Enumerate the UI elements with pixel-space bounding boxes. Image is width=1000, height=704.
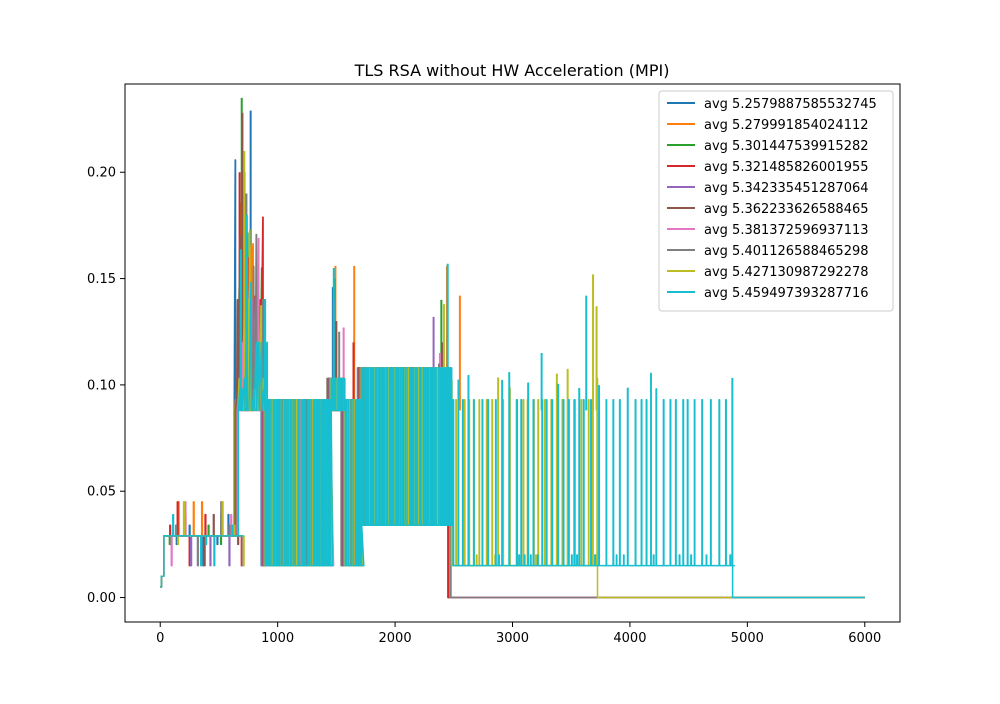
- y-tick-label: 0.05: [87, 485, 116, 500]
- legend-label: avg 5.301447539915282: [704, 139, 869, 154]
- legend-entry: avg 5.381372596937113: [667, 223, 869, 238]
- legend-entry: avg 5.279991854024112: [667, 118, 869, 133]
- legend-label: avg 5.342335451287064: [704, 181, 869, 196]
- y-tick-label: 0.00: [87, 591, 116, 606]
- legend-entry: avg 5.321485826001955: [667, 160, 869, 175]
- legend-label: avg 5.427130987292278: [704, 265, 869, 280]
- legend: avg 5.2579887585532745 avg 5.279991854024…: [658, 90, 894, 312]
- chart-title: TLS RSA without HW Acceleration (MPI): [354, 61, 670, 80]
- legend-label: avg 5.321485826001955: [704, 160, 869, 175]
- legend-label: avg 5.459497393287716: [704, 286, 869, 301]
- legend-label: avg 5.2579887585532745: [704, 97, 877, 112]
- legend-entry: avg 5.427130987292278: [667, 265, 869, 280]
- legend-entry: avg 5.2579887585532745: [667, 97, 877, 112]
- legend-label: avg 5.401126588465298: [704, 244, 869, 259]
- series-10: [160, 214, 865, 599]
- x-tick-label: 1000: [261, 631, 294, 646]
- x-axis: 0 1000 2000 3000 4000 5000 6000: [156, 622, 881, 646]
- legend-box: [658, 90, 894, 312]
- x-tick-label: 0: [156, 631, 164, 646]
- legend-entry: avg 5.459497393287716: [667, 286, 869, 301]
- legend-label: avg 5.362233626588465: [704, 202, 869, 217]
- series-layer: [160, 97, 865, 599]
- y-tick-label: 0.20: [87, 166, 116, 181]
- x-tick-label: 6000: [848, 631, 881, 646]
- x-tick-label: 5000: [731, 631, 764, 646]
- legend-entry: avg 5.342335451287064: [667, 181, 869, 196]
- legend-entry: avg 5.301447539915282: [667, 139, 869, 154]
- legend-entry: avg 5.362233626588465: [667, 202, 869, 217]
- y-tick-label: 0.10: [87, 378, 116, 393]
- legend-label: avg 5.279991854024112: [704, 118, 869, 133]
- y-axis: 0.00 0.05 0.10 0.15 0.20: [87, 166, 125, 606]
- legend-entry: avg 5.401126588465298: [667, 244, 869, 259]
- series-line: [160, 249, 865, 599]
- x-tick-label: 2000: [379, 631, 412, 646]
- y-tick-label: 0.15: [87, 272, 116, 287]
- x-tick-label: 4000: [613, 631, 646, 646]
- x-tick-label: 3000: [496, 631, 529, 646]
- legend-label: avg 5.381372596937113: [704, 223, 869, 238]
